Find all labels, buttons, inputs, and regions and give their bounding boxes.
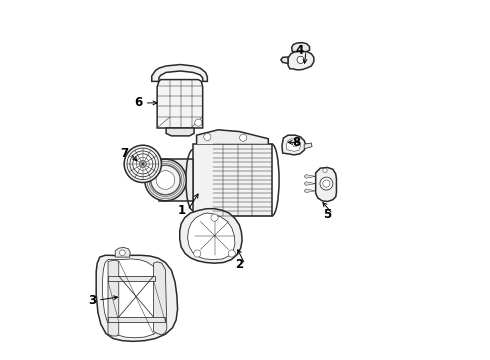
Polygon shape xyxy=(304,143,312,149)
Circle shape xyxy=(124,145,161,183)
Circle shape xyxy=(204,134,211,140)
Circle shape xyxy=(293,141,298,147)
Circle shape xyxy=(323,180,330,187)
Polygon shape xyxy=(292,42,310,51)
Polygon shape xyxy=(196,130,269,144)
Circle shape xyxy=(156,171,175,189)
Polygon shape xyxy=(316,167,337,202)
Polygon shape xyxy=(288,51,314,70)
Circle shape xyxy=(211,214,218,221)
Circle shape xyxy=(133,154,153,174)
Polygon shape xyxy=(157,80,203,128)
Polygon shape xyxy=(152,64,207,81)
Polygon shape xyxy=(153,262,167,335)
Polygon shape xyxy=(115,247,130,257)
Polygon shape xyxy=(281,57,288,63)
Polygon shape xyxy=(188,213,235,260)
Polygon shape xyxy=(282,135,306,155)
Circle shape xyxy=(297,56,304,63)
Polygon shape xyxy=(286,139,300,151)
Polygon shape xyxy=(102,259,166,338)
Polygon shape xyxy=(304,175,316,178)
Polygon shape xyxy=(108,317,166,322)
Circle shape xyxy=(194,250,201,257)
Circle shape xyxy=(320,177,333,190)
Text: 8: 8 xyxy=(292,136,300,149)
Circle shape xyxy=(145,159,186,201)
Text: 2: 2 xyxy=(235,258,243,271)
Circle shape xyxy=(127,148,159,180)
Text: 7: 7 xyxy=(120,147,128,159)
Polygon shape xyxy=(193,144,272,216)
Polygon shape xyxy=(207,216,229,223)
Polygon shape xyxy=(304,189,316,193)
Polygon shape xyxy=(108,260,119,336)
Circle shape xyxy=(130,151,156,177)
Text: 3: 3 xyxy=(88,294,96,307)
Circle shape xyxy=(228,250,235,257)
Polygon shape xyxy=(96,255,177,341)
Polygon shape xyxy=(166,128,194,136)
Text: 6: 6 xyxy=(134,96,143,109)
Circle shape xyxy=(195,119,202,126)
Circle shape xyxy=(139,160,147,167)
Circle shape xyxy=(136,157,149,170)
Polygon shape xyxy=(108,276,155,281)
Circle shape xyxy=(150,165,180,195)
Text: 4: 4 xyxy=(296,44,304,57)
Polygon shape xyxy=(304,182,316,185)
Text: 5: 5 xyxy=(322,208,331,221)
Polygon shape xyxy=(159,159,193,201)
Text: 1: 1 xyxy=(177,204,186,217)
Polygon shape xyxy=(180,209,242,263)
Circle shape xyxy=(240,134,247,141)
Circle shape xyxy=(120,250,125,256)
Circle shape xyxy=(323,168,327,172)
